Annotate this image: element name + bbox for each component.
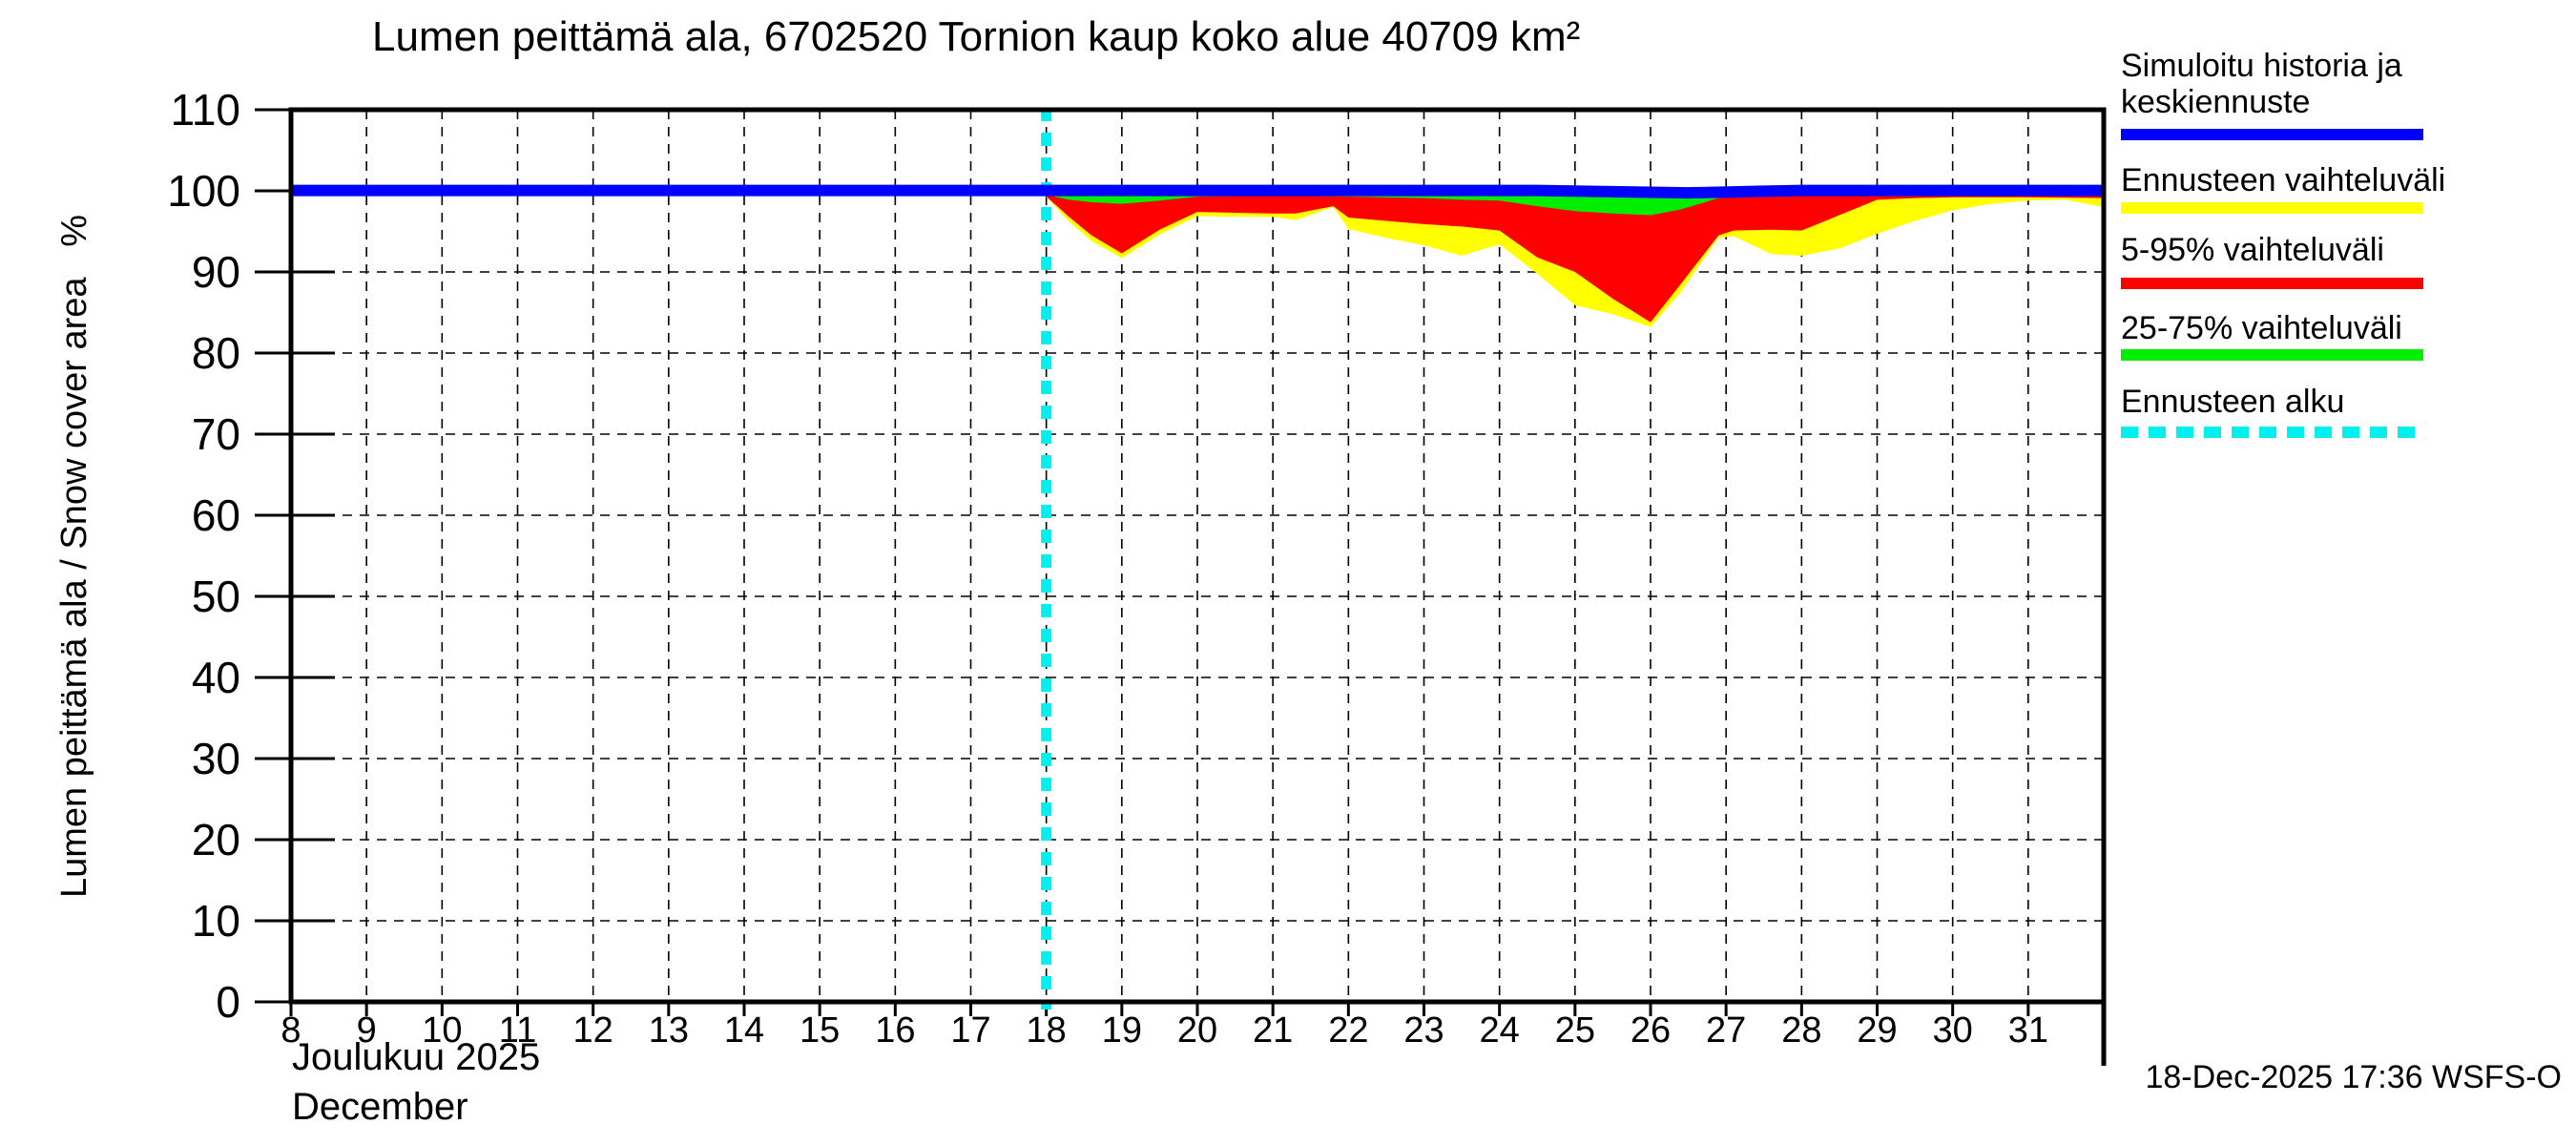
x-tick-label: 9 — [356, 1010, 377, 1051]
y-tick-label: 50 — [191, 572, 240, 621]
x-tick-label: 12 — [572, 1010, 613, 1051]
x-tick-label: 30 — [1932, 1010, 1973, 1051]
x-tick-label: 17 — [950, 1010, 991, 1051]
legend-label: Ennusteen alku — [2121, 384, 2345, 420]
x-tick-label: 29 — [1857, 1010, 1898, 1051]
legend-label: 25-75% vaihteluväli — [2121, 310, 2402, 346]
band-25-75% vaihteluväli — [1046, 191, 2104, 216]
legend-swatch — [2121, 278, 2423, 289]
legend-label: 5-95% vaihteluväli — [2121, 232, 2384, 268]
legend-swatch — [2121, 129, 2423, 140]
x-tick-label: 14 — [723, 1010, 765, 1051]
chart-timestamp: 18-Dec-2025 17:36 WSFS-O — [2145, 1059, 2562, 1095]
y-tick-label: 0 — [216, 977, 240, 1027]
x-tick-label: 15 — [800, 1010, 841, 1051]
x-tick-label: 8 — [280, 1010, 301, 1051]
x-tick-label: 10 — [422, 1010, 463, 1051]
chart-title: Lumen peittämä ala, 6702520 Tornion kaup… — [372, 13, 1581, 60]
x-tick-label: 22 — [1328, 1010, 1369, 1051]
x-tick-label: 23 — [1403, 1010, 1444, 1051]
y-tick-label: 20 — [191, 815, 240, 864]
y-tick-label: 70 — [191, 409, 240, 459]
y-tick-label: 60 — [191, 490, 240, 540]
y-tick-label: 80 — [191, 328, 240, 378]
y-tick-label: 100 — [167, 166, 240, 216]
y-tick-label: 90 — [191, 247, 240, 297]
x-tick-label: 24 — [1479, 1010, 1520, 1051]
y-tick-label: 10 — [191, 896, 240, 946]
legend-swatch — [2121, 427, 2423, 438]
legend-swatch — [2121, 202, 2423, 214]
x-tick-label: 25 — [1554, 1010, 1595, 1051]
x-tick-label: 18 — [1026, 1010, 1067, 1051]
chart-legend: Simuloitu historia ja keskiennuste Ennuste… — [2121, 0, 2569, 1145]
x-axis-month-fi: Joulukuu 2025 — [292, 1036, 541, 1078]
x-tick-label: 27 — [1706, 1010, 1747, 1051]
x-tick-label: 20 — [1176, 1010, 1218, 1051]
median-line — [291, 184, 2104, 199]
x-tick-label: 28 — [1781, 1010, 1822, 1051]
y-tick-label: 30 — [191, 734, 240, 783]
y-tick-label: 110 — [170, 85, 240, 135]
x-tick-label: 19 — [1101, 1010, 1142, 1051]
legend-label: Ennusteen vaihteluväli — [2121, 162, 2446, 198]
y-tick-label: 40 — [191, 653, 240, 702]
band-5-95% vaihteluväli — [1046, 189, 2104, 323]
legend-label: Simuloitu historia ja keskiennuste — [2121, 48, 2402, 120]
legend-swatch — [2121, 349, 2423, 361]
plot-border — [288, 107, 2107, 1005]
x-tick-label: 21 — [1253, 1010, 1294, 1051]
x-axis-month-en: December — [292, 1086, 468, 1128]
x-tick-label: 13 — [648, 1010, 689, 1051]
x-tick-label: 11 — [498, 1010, 537, 1051]
x-tick-label: 16 — [875, 1010, 916, 1051]
x-tick-label: 26 — [1630, 1010, 1672, 1051]
x-tick-label: 31 — [2007, 1010, 2048, 1051]
